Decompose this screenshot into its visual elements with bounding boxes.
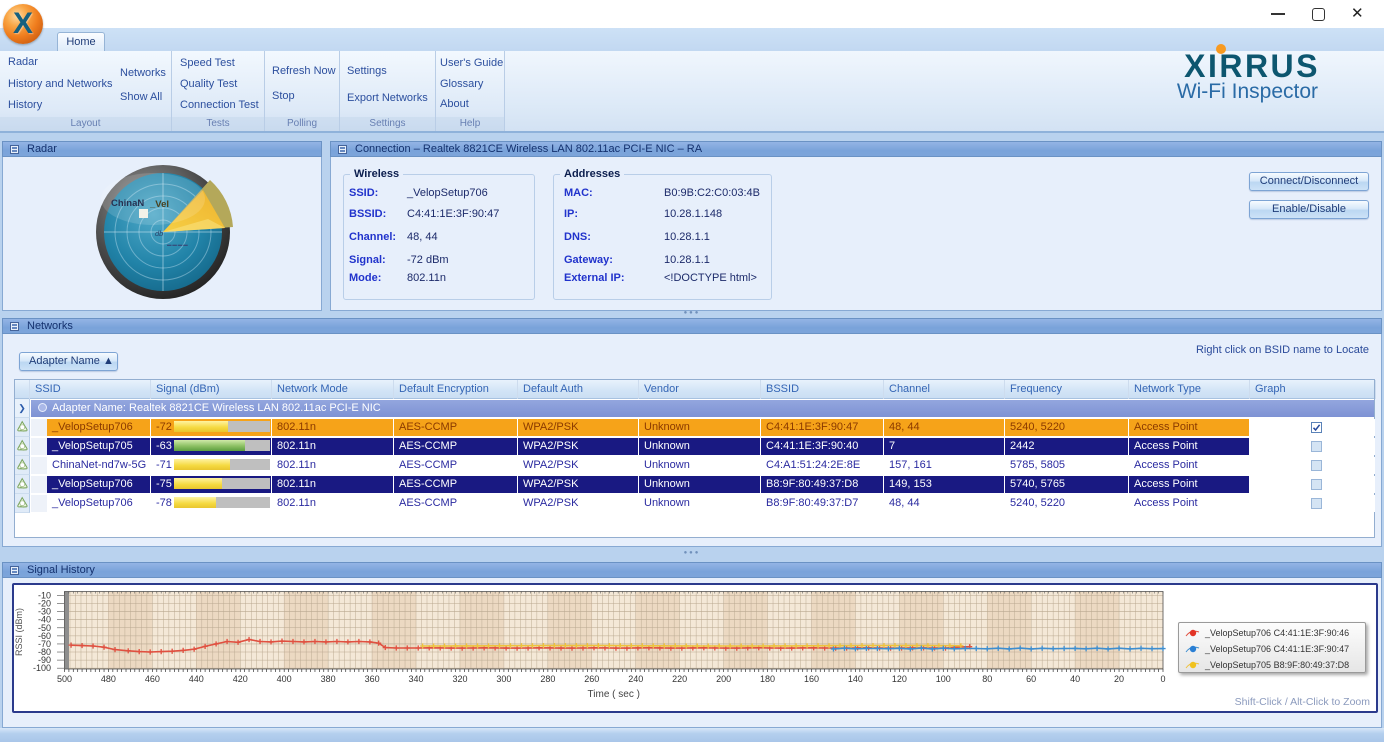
svg-text:360: 360 xyxy=(365,674,380,684)
svg-text:180: 180 xyxy=(760,674,775,684)
svg-text:40: 40 xyxy=(1070,674,1080,684)
svg-text:220: 220 xyxy=(672,674,687,684)
svg-text:-100: -100 xyxy=(33,663,51,673)
svg-text:340: 340 xyxy=(409,674,424,684)
svg-text:260: 260 xyxy=(584,674,599,684)
svg-text:0: 0 xyxy=(1160,674,1165,684)
svg-text:-20: -20 xyxy=(38,598,51,608)
svg-text:-10: -10 xyxy=(38,590,51,600)
svg-text:80: 80 xyxy=(982,674,992,684)
svg-text:320: 320 xyxy=(452,674,467,684)
svg-text:-70: -70 xyxy=(38,639,51,649)
svg-text:▬ ▬ ▬ ▬: ▬ ▬ ▬ ▬ xyxy=(167,242,188,247)
svg-text:120: 120 xyxy=(892,674,907,684)
svg-text:420: 420 xyxy=(233,674,248,684)
svg-text:60: 60 xyxy=(1026,674,1036,684)
svg-text:-60: -60 xyxy=(38,631,51,641)
svg-text:-50: -50 xyxy=(38,623,51,633)
svg-text:100: 100 xyxy=(936,674,951,684)
svg-text:Time ( sec ): Time ( sec ) xyxy=(588,689,640,700)
svg-text:480: 480 xyxy=(101,674,116,684)
svg-text:-40: -40 xyxy=(38,615,51,625)
svg-text:20: 20 xyxy=(1114,674,1124,684)
svg-text:460: 460 xyxy=(145,674,160,684)
svg-text:RSSI (dBm): RSSI (dBm) xyxy=(14,608,24,656)
svg-text:160: 160 xyxy=(804,674,819,684)
svg-text:400: 400 xyxy=(277,674,292,684)
svg-text:500: 500 xyxy=(57,674,72,684)
svg-text:380: 380 xyxy=(321,674,336,684)
svg-text:_Vel: _Vel xyxy=(149,199,169,210)
svg-text:300: 300 xyxy=(496,674,511,684)
svg-text:140: 140 xyxy=(848,674,863,684)
svg-text:440: 440 xyxy=(189,674,204,684)
svg-text:280: 280 xyxy=(540,674,555,684)
svg-text:240: 240 xyxy=(628,674,643,684)
svg-text:-90: -90 xyxy=(38,655,51,665)
svg-text:200: 200 xyxy=(716,674,731,684)
svg-text:db: db xyxy=(155,229,163,238)
svg-text:ChinaN: ChinaN xyxy=(111,198,144,209)
svg-text:-30: -30 xyxy=(38,607,51,617)
svg-text:-80: -80 xyxy=(38,647,51,657)
